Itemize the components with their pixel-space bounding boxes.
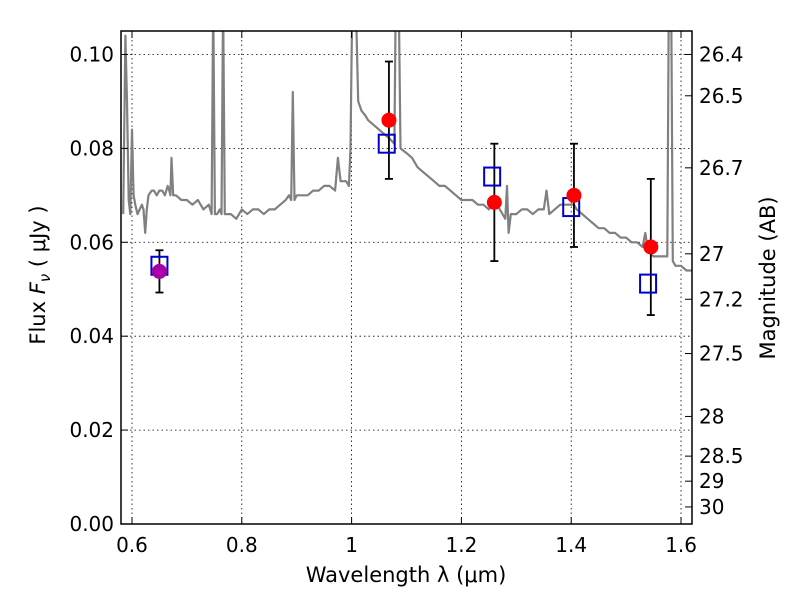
y-label-subscript: ν bbox=[36, 274, 54, 282]
magnitude-tick-label: 28.5 bbox=[699, 444, 744, 468]
x-tick-label: 1.4 bbox=[555, 533, 587, 557]
x-axis-label: Wavelength λ (μm) bbox=[306, 563, 507, 587]
y-tick-label: 0.00 bbox=[69, 512, 114, 536]
observed-flux-point bbox=[151, 263, 167, 279]
y-tick-label: 0.02 bbox=[69, 418, 114, 442]
plot-data bbox=[122, 31, 692, 316]
spectrum-line bbox=[122, 31, 692, 272]
magnitude-tick-label: 26.5 bbox=[699, 84, 744, 108]
y-tick-label: 0.10 bbox=[69, 42, 114, 66]
x-tick-label: 1.2 bbox=[445, 533, 477, 557]
y-tick-label: 0.04 bbox=[69, 324, 114, 348]
magnitude-tick-label: 28 bbox=[699, 404, 724, 428]
model-photometry-square bbox=[483, 166, 502, 187]
x-tick-label: 1 bbox=[345, 533, 358, 557]
y-axis-label: Flux Fν ( μJy ) bbox=[26, 205, 54, 344]
magnitude-tick-label: 27.2 bbox=[699, 287, 744, 311]
magnitude-tick-label: 27 bbox=[699, 242, 724, 266]
y-label-post: ( μJy ) bbox=[26, 205, 50, 273]
magnitude-tick-label: 26.7 bbox=[699, 156, 744, 180]
observed-flux-point bbox=[643, 239, 659, 255]
x-tick-label: 0.8 bbox=[226, 533, 258, 557]
observed-flux-point bbox=[486, 194, 502, 210]
plot-frame bbox=[120, 30, 693, 525]
model-photometry-square bbox=[639, 273, 658, 294]
magnitude-tick-label: 26.4 bbox=[699, 42, 744, 66]
magnitude-axis-label: Magnitude (AB) bbox=[756, 196, 780, 359]
magnitude-tick-label: 30 bbox=[699, 495, 724, 519]
observed-flux-point bbox=[566, 187, 582, 203]
y-tick-label: 0.08 bbox=[69, 136, 114, 160]
y-tick-label: 0.06 bbox=[69, 230, 114, 254]
magnitude-tick-label: 29 bbox=[699, 469, 724, 493]
model-photometry-square bbox=[377, 133, 396, 154]
y-label-pre: Flux bbox=[26, 294, 50, 344]
axes: 0.6 0.8 1 1.2 1.4 1.6 0.00 0.02 0.04 0.06 0.08 0.10… bbox=[69, 31, 744, 557]
x-tick-label: 0.6 bbox=[116, 533, 148, 557]
x-tick-label: 1.6 bbox=[665, 533, 697, 557]
y-label-symbol: F bbox=[26, 281, 50, 294]
observed-flux-point bbox=[381, 112, 397, 128]
magnitude-tick-label: 27.5 bbox=[699, 342, 744, 366]
